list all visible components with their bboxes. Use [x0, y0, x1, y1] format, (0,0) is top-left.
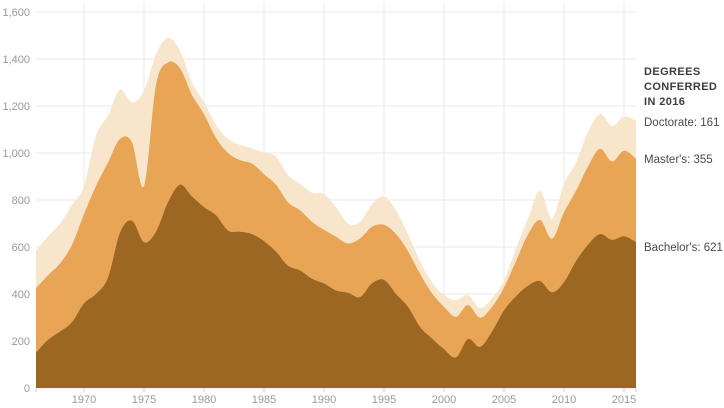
x-axis-labels: 1970 1975 1980 1985 1990 1995 2000 2005 2010 2015: [72, 394, 636, 406]
x-axis-label: 1995: [372, 394, 396, 406]
y-axis-label: 600: [12, 242, 30, 254]
legend-item-bachelors: Bachelor's: 621: [644, 242, 723, 254]
y-axis-label: 1,200: [2, 101, 30, 113]
area-bachelors: [36, 184, 636, 388]
legend-heading-line: DEGREES: [644, 66, 701, 78]
x-axis-label: 1985: [252, 394, 276, 406]
y-axis-label: 200: [12, 336, 30, 348]
x-axis-label: 1975: [132, 394, 156, 406]
x-axis-label: 1980: [192, 394, 216, 406]
x-axis-label: 2000: [432, 394, 456, 406]
legend-heading-line: IN 2016: [644, 96, 686, 108]
y-axis-label: 800: [12, 195, 30, 207]
x-axis-label: 1990: [312, 394, 336, 406]
x-axis-ticks: [35, 388, 637, 392]
x-axis-label: 2015: [612, 394, 636, 406]
legend-item-doctorate: Doctorate: 161: [644, 117, 720, 129]
y-axis-label: 400: [12, 289, 30, 301]
y-axis-label: 1,600: [2, 7, 30, 19]
y-axis-label: 1,400: [2, 54, 30, 66]
chart-legend: DEGREES CONFERRED IN 2016 Doctorate: 161…: [644, 65, 724, 254]
y-axis-label: 0: [24, 383, 30, 395]
x-axis-label: 1970: [72, 394, 96, 406]
stacked-areas: [36, 37, 636, 389]
y-axis-label: 1,000: [2, 148, 30, 160]
y-axis-labels: 0 200 400 600 800 1,000 1,200 1,400 1,600: [2, 7, 30, 395]
x-axis-label: 2005: [492, 394, 516, 406]
x-axis-label: 2010: [552, 394, 576, 406]
legend-heading-line: CONFERRED: [644, 81, 718, 93]
legend-heading: DEGREES CONFERRED IN 2016: [644, 65, 724, 110]
legend-item-masters: Master's: 355: [644, 154, 713, 166]
